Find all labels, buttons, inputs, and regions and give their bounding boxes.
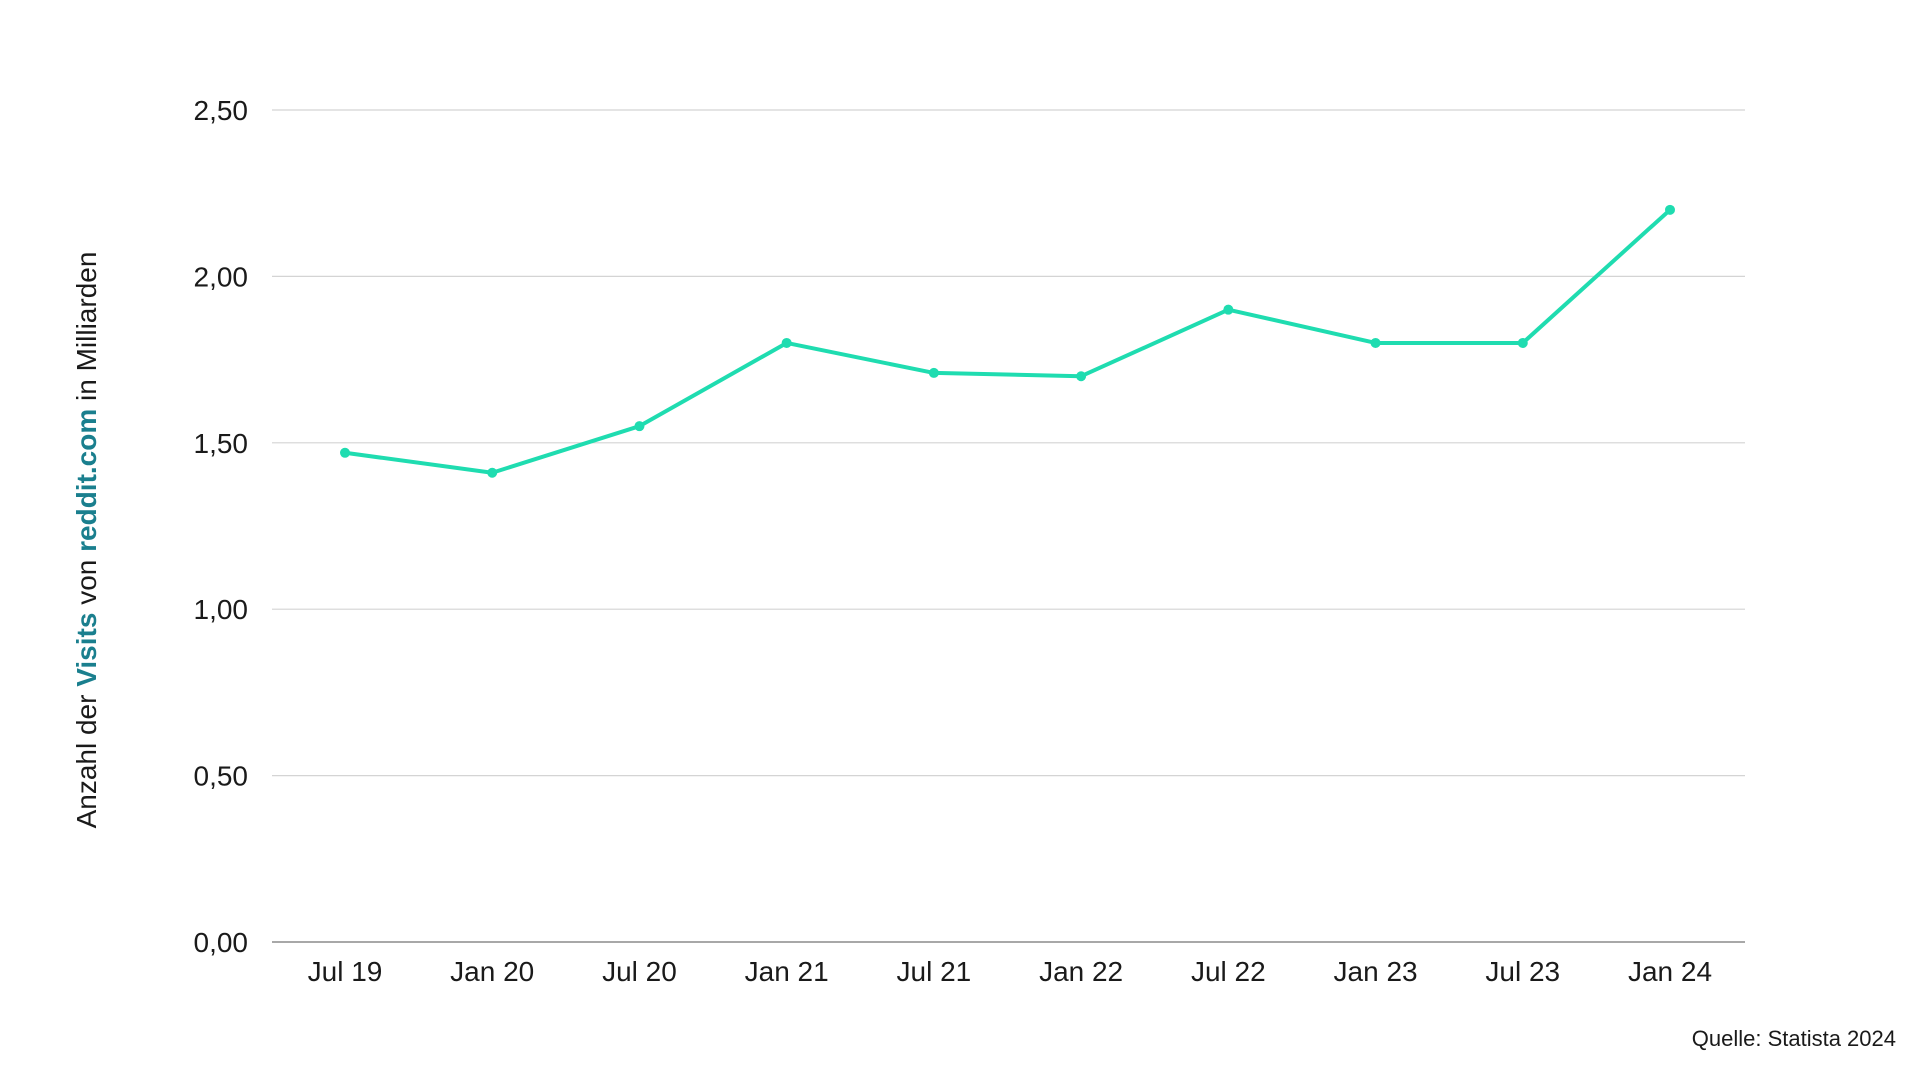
y-tick-label: 2,00	[194, 261, 249, 292]
x-tick-label: Jan 23	[1334, 956, 1418, 987]
x-tick-label: Jul 19	[308, 956, 383, 987]
x-tick-label: Jul 22	[1191, 956, 1266, 987]
x-tick-label: Jan 20	[450, 956, 534, 987]
data-point	[1223, 304, 1234, 315]
x-tick-label: Jul 20	[602, 956, 677, 987]
y-axis-label-visits: Visits	[71, 613, 102, 687]
x-tick-label: Jan 24	[1628, 956, 1712, 987]
y-axis-label-prefix: Anzahl der	[71, 687, 102, 829]
source-note: Quelle: Statista 2024	[1691, 1026, 1896, 1051]
y-tick-label: 1,50	[194, 428, 249, 459]
y-tick-label: 0,00	[194, 927, 249, 958]
series-layer	[340, 204, 1675, 478]
y-tick-label: 0,50	[194, 761, 249, 792]
x-tick-label: Jul 21	[897, 956, 972, 987]
y-tick-label: 2,50	[194, 95, 249, 126]
y-tick-labels: 0,00 0,50 1,00 1,50 2,00 2,50	[194, 95, 249, 958]
data-point	[1076, 371, 1087, 382]
x-tick-label: Jul 23	[1485, 956, 1560, 987]
x-tick-label: Jan 22	[1039, 956, 1123, 987]
x-tick-labels: Jul 19 Jan 20 Jul 20 Jan 21 Jul 21 Jan 22 Jul …	[308, 956, 1712, 987]
data-point	[928, 367, 939, 378]
x-tick-label: Jan 21	[745, 956, 829, 987]
data-point	[487, 467, 498, 478]
data-point	[781, 337, 792, 348]
y-axis-label: Anzahl der Visits von reddit.com in Mill…	[71, 252, 102, 829]
data-point	[634, 421, 645, 432]
data-point	[340, 447, 350, 458]
y-tick-label: 1,00	[194, 594, 249, 625]
data-point	[1517, 337, 1528, 348]
y-axis-label-middle: von	[71, 552, 102, 613]
y-axis-label-reddit: reddit.com	[71, 409, 102, 552]
data-point	[1370, 337, 1381, 348]
data-point	[1665, 204, 1675, 215]
y-axis-label-suffix: in Milliarden	[71, 252, 102, 409]
series-line	[343, 207, 1672, 475]
gridlines	[272, 109, 1745, 943]
